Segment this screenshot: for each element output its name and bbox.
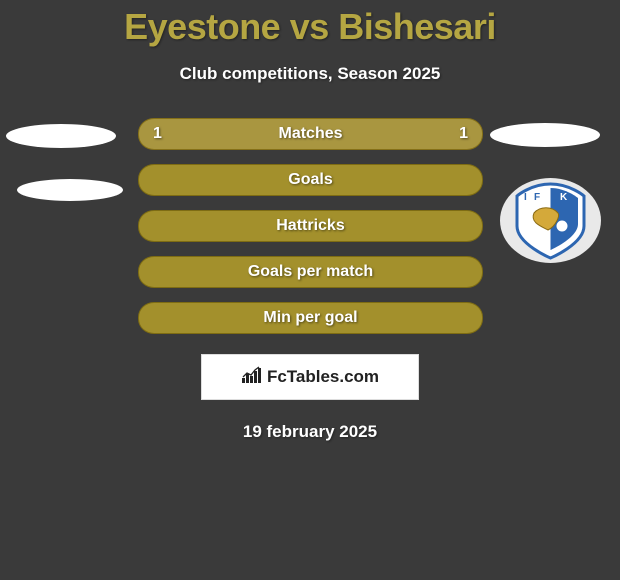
stat-label: Hattricks xyxy=(139,211,482,241)
stat-bar-hattricks: Hattricks xyxy=(138,210,483,242)
stat-rows: 1 Matches 1 Goals Hattricks Goals per ma xyxy=(0,118,620,348)
page-subtitle: Club competitions, Season 2025 xyxy=(0,64,620,84)
comparison-infographic: Eyestone vs Bishesari Club competitions,… xyxy=(0,0,620,580)
stat-bar-min-per-goal: Min per goal xyxy=(138,302,483,334)
stat-row: Hattricks xyxy=(0,210,620,256)
stat-label: Matches xyxy=(139,119,482,149)
chart-icon xyxy=(241,366,263,389)
stat-right-value: 1 xyxy=(459,119,468,149)
stat-label: Min per goal xyxy=(139,303,482,333)
stat-label: Goals per match xyxy=(139,257,482,287)
stat-bar-goals: Goals xyxy=(138,164,483,196)
attribution-text: FcTables.com xyxy=(267,367,379,387)
stat-row: Goals xyxy=(0,164,620,210)
attribution-box: FcTables.com xyxy=(201,354,419,400)
stat-label: Goals xyxy=(139,165,482,195)
stat-left-value: 1 xyxy=(153,119,162,149)
stat-row: Min per goal xyxy=(0,302,620,348)
stat-bar-goals-per-match: Goals per match xyxy=(138,256,483,288)
stat-bar-matches: 1 Matches 1 xyxy=(138,118,483,150)
stat-row: 1 Matches 1 xyxy=(0,118,620,164)
stat-row: Goals per match xyxy=(0,256,620,302)
date-text: 19 february 2025 xyxy=(0,422,620,442)
page-title: Eyestone vs Bishesari xyxy=(0,0,620,48)
